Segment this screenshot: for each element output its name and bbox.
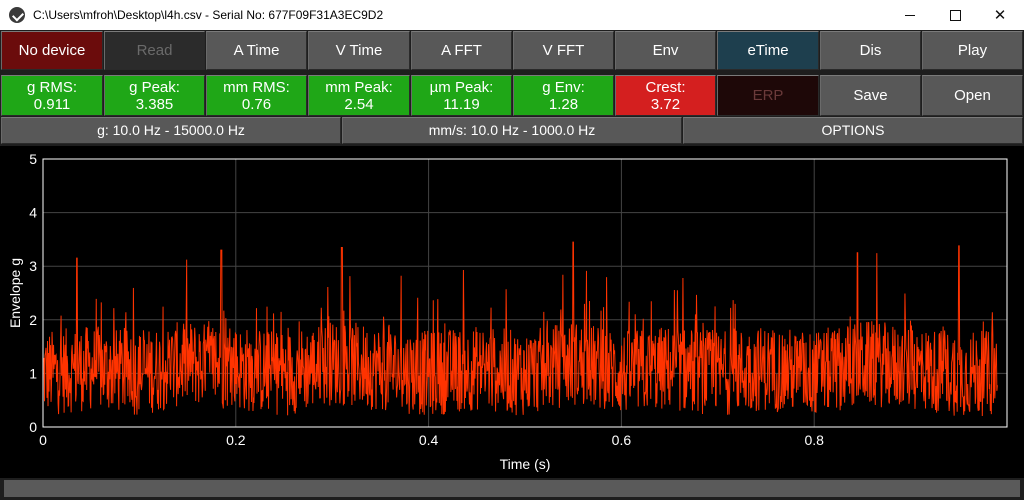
env-button[interactable]: Env bbox=[615, 31, 716, 70]
chart-canvas: 0 1 2 3 4 5 0 0.2 0.4 0.6 0.8 Time (s) Envelope g bbox=[7, 151, 1008, 472]
metric-crest: Crest: 3.72 bbox=[615, 75, 716, 116]
erp-button[interactable]: ERP bbox=[717, 75, 819, 116]
y-tick-label: 1 bbox=[29, 365, 37, 381]
close-button[interactable]: ✕ bbox=[977, 0, 1023, 30]
open-button[interactable]: Open bbox=[922, 75, 1023, 116]
metric-value: 1.28 bbox=[548, 95, 579, 113]
metric-label: mm RMS: bbox=[223, 78, 290, 96]
metric-mm-rms: mm RMS: 0.76 bbox=[206, 75, 307, 116]
button-label: Play bbox=[957, 42, 988, 59]
app-logo-icon bbox=[9, 7, 25, 23]
metric-label: g Env: bbox=[542, 78, 585, 96]
metric-label: mm Peak: bbox=[325, 78, 393, 96]
metric-value: 3.72 bbox=[650, 95, 681, 113]
metric-g-env: g Env: 1.28 bbox=[513, 75, 614, 116]
button-label: Open bbox=[954, 87, 991, 104]
g-filter-button[interactable]: g: 10.0 Hz - 15000.0 Hz bbox=[1, 117, 341, 144]
button-label: Read bbox=[136, 42, 173, 59]
g-filter-label: g: 10.0 Hz - 15000.0 Hz bbox=[97, 122, 245, 138]
button-label: A FFT bbox=[441, 42, 482, 59]
metric-label: g Peak: bbox=[129, 78, 180, 96]
metric-value: 11.19 bbox=[443, 95, 480, 113]
y-tick-label: 0 bbox=[29, 419, 37, 435]
play-button[interactable]: Play bbox=[922, 31, 1023, 70]
etime-button[interactable]: eTime bbox=[717, 31, 819, 70]
metric-um-peak: µm Peak: 11.19 bbox=[411, 75, 512, 116]
plot-frame bbox=[42, 158, 1008, 428]
button-label: A Time bbox=[233, 42, 280, 59]
y-axis-label: Envelope g bbox=[7, 258, 23, 328]
x-tick-label: 0.6 bbox=[612, 432, 632, 448]
x-tick-label: 0.4 bbox=[419, 432, 439, 448]
metric-label: g RMS: bbox=[26, 78, 77, 96]
window-title: C:\Users\mfroh\Desktop\l4h.csv - Serial … bbox=[33, 8, 384, 22]
options-label: OPTIONS bbox=[821, 122, 885, 138]
close-icon: ✕ bbox=[993, 7, 1007, 24]
button-label: eTime bbox=[747, 42, 789, 59]
minimize-button[interactable] bbox=[887, 0, 933, 30]
button-label: Save bbox=[853, 87, 888, 104]
metric-label: µm Peak: bbox=[429, 78, 494, 96]
minimize-icon bbox=[905, 14, 915, 16]
y-tick-label: 4 bbox=[29, 205, 37, 221]
status-bar bbox=[4, 480, 1020, 497]
maximize-icon bbox=[949, 9, 961, 21]
button-label: Dis bbox=[859, 42, 882, 59]
v-fft-button[interactable]: V FFT bbox=[513, 31, 614, 70]
metric-g-peak: g Peak: 3.385 bbox=[104, 75, 205, 116]
no-device-button[interactable]: No device bbox=[1, 31, 103, 70]
velocity-filter-button[interactable]: mm/s: 10.0 Hz - 1000.0 Hz bbox=[342, 117, 682, 144]
metric-value: 3.385 bbox=[135, 95, 174, 113]
dis-button[interactable]: Dis bbox=[820, 31, 921, 70]
metric-value: 2.54 bbox=[344, 95, 374, 113]
maximize-button[interactable] bbox=[932, 0, 978, 30]
button-label: Env bbox=[652, 42, 679, 59]
metric-label: Crest: bbox=[645, 78, 686, 96]
metric-mm-peak: mm Peak: 2.54 bbox=[308, 75, 410, 116]
velocity-filter-label: mm/s: 10.0 Hz - 1000.0 Hz bbox=[428, 122, 596, 138]
save-button[interactable]: Save bbox=[820, 75, 921, 116]
y-tick-label: 5 bbox=[29, 151, 37, 167]
metric-value: 0.76 bbox=[241, 95, 272, 113]
x-tick-label: 0.8 bbox=[804, 432, 824, 448]
button-label: ERP bbox=[752, 87, 784, 104]
button-label: V Time bbox=[335, 42, 383, 59]
x-tick-label: 0 bbox=[39, 432, 47, 448]
v-time-button[interactable]: V Time bbox=[308, 31, 410, 70]
a-time-button[interactable]: A Time bbox=[206, 31, 307, 70]
a-fft-button[interactable]: A FFT bbox=[411, 31, 512, 70]
button-label: No device bbox=[18, 42, 86, 59]
y-tick-label: 3 bbox=[29, 258, 37, 274]
x-axis-label: Time (s) bbox=[500, 456, 551, 472]
button-label: V FFT bbox=[542, 42, 585, 59]
y-tick-label: 2 bbox=[29, 312, 37, 328]
options-button[interactable]: OPTIONS bbox=[683, 117, 1023, 144]
envelope-chart: 0 1 2 3 4 5 0 0.2 0.4 0.6 0.8 Time (s) Envelope g bbox=[0, 146, 1024, 478]
envelope-series-line bbox=[42, 241, 998, 417]
x-tick-label: 0.2 bbox=[226, 432, 246, 448]
metric-value: 0.911 bbox=[33, 95, 71, 113]
read-button[interactable]: Read bbox=[104, 31, 205, 70]
title-bar: C:\Users\mfroh\Desktop\l4h.csv - Serial … bbox=[0, 0, 1024, 30]
metric-g-rms: g RMS: 0.911 bbox=[1, 75, 103, 116]
